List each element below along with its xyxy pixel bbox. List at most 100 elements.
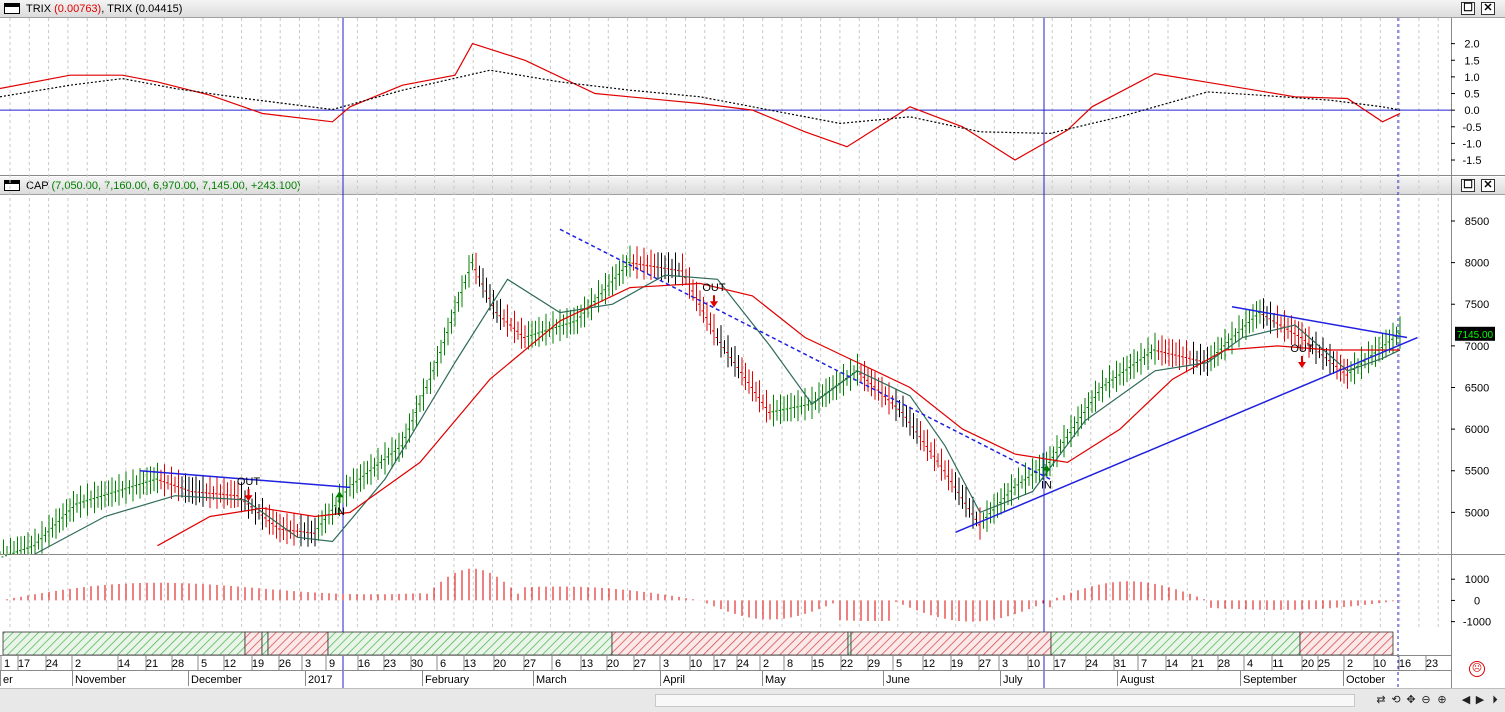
trix-series-line (0, 69, 1401, 135)
date-tick-label: 23 (1426, 658, 1438, 670)
date-tick-label: 19 (252, 658, 264, 670)
price-axis-label: 8500 (1465, 216, 1489, 228)
pan-icon[interactable]: ✥ (1406, 694, 1416, 706)
last-price-label: 7145.00 (1457, 330, 1494, 341)
date-tick-label: 13 (581, 658, 593, 670)
date-tick-label: 6 (555, 658, 561, 670)
date-tick-label: 10 (690, 658, 702, 670)
bearish-regime-bar (244, 631, 263, 656)
reset-icon[interactable]: ⟲ (1391, 694, 1401, 706)
date-tick-label: 17 (1054, 658, 1066, 670)
scroll-left-icon[interactable]: ◀ (1461, 694, 1471, 706)
date-tick-label: 4 (1247, 658, 1253, 670)
date-tick-label: 11 (1272, 658, 1283, 670)
date-tick-label: 2 (1347, 658, 1353, 670)
trix-plot-area (0, 18, 1451, 175)
trix-pane-title: TRIX (0.00763), TRIX (0.04415) (26, 3, 183, 15)
cap-pane-title: CAP (7,050.00, 7,160.00, 6,970.00, 7,145… (26, 180, 301, 192)
date-tick-label: 26 (279, 658, 291, 670)
date-tick-label: 12 (923, 658, 935, 670)
trix-axis-label: 1.0 (1464, 72, 1479, 84)
date-tick-label: 16 (1399, 658, 1411, 670)
date-tick-label: 17 (714, 658, 726, 670)
date-tick-label: 6 (440, 658, 446, 670)
date-tick-label: 8 (787, 658, 793, 670)
date-tick-label: 3 (663, 658, 669, 670)
month-label: July (1003, 674, 1023, 686)
date-tick-label: 2 (763, 658, 769, 670)
trix-axis-label: 0.5 (1464, 89, 1479, 101)
date-tick-label: 3 (1002, 658, 1008, 670)
slow-moving-average-line (157, 282, 1400, 547)
bearish-regime-bar (1299, 631, 1394, 656)
last-price-box (1455, 326, 1495, 341)
sync-icon[interactable]: ⇄ (1376, 694, 1386, 706)
trix-axis-label: 2.0 (1464, 39, 1479, 51)
trix-maximize-button[interactable]: ☐ (1461, 2, 1475, 15)
status-face-icon[interactable]: ☹ (1469, 661, 1485, 677)
trix-axis-label: 0.0 (1464, 105, 1479, 117)
histogram-axis-label: 0 (1474, 595, 1480, 607)
month-label: May (765, 674, 786, 686)
cap-maximize-button[interactable]: ☐ (1461, 179, 1475, 192)
date-tick-label: 27 (524, 658, 536, 670)
sell-signal-label: OUT (702, 282, 726, 294)
sell-arrow-icon (710, 295, 718, 308)
sell-arrow-icon (1298, 356, 1306, 369)
bullish-regime-bar (327, 631, 613, 656)
buy-arrow-icon (1042, 464, 1051, 477)
sell-arrow-icon (244, 489, 253, 502)
trendline (1231, 305, 1408, 339)
date-tick-label: 24 (46, 658, 58, 670)
zoom-in-icon[interactable]: ⊕ (1437, 694, 1447, 706)
price-plot-area (0, 196, 1451, 554)
price-axis-label: 7500 (1465, 299, 1489, 311)
date-tick-label: 12 (224, 658, 236, 670)
price-axis-label: 5500 (1465, 466, 1489, 478)
date-tick-label: 28 (1218, 658, 1230, 670)
date-tick-label: 24 (1086, 658, 1098, 670)
price-axis-label: 7000 (1465, 341, 1489, 353)
cap-close-button[interactable]: ✕ (1481, 179, 1495, 192)
bullish-regime-bar (261, 631, 269, 656)
date-tick-label: 29 (868, 658, 880, 670)
date-tick-label: 31 (1114, 658, 1126, 670)
price-axis-label: 8000 (1465, 258, 1489, 270)
month-label: August (1120, 674, 1154, 686)
bottom-toolbar: ⇄ ⟲ ✥ ⊖ ⊕ ◀ ▶ ⏵ (0, 688, 1505, 712)
month-label: April (663, 674, 685, 686)
scroll-right-icon[interactable]: ▶ (1475, 694, 1485, 706)
month-label: November (75, 674, 126, 686)
bearish-regime-bar (611, 631, 849, 656)
scroll-end-icon[interactable]: ⏵ (1492, 694, 1498, 706)
date-tick-label: 25 (1318, 658, 1330, 670)
date-tick-label: 1 (4, 658, 10, 670)
trix-axis-label: 1.5 (1464, 55, 1479, 67)
sell-signal-label: OUT (1290, 343, 1314, 355)
bullish-regime-bar (1050, 631, 1301, 656)
date-tick-label: 17 (18, 658, 30, 670)
date-tick-label: 10 (1028, 658, 1040, 670)
month-label: er (3, 674, 13, 686)
histogram-plot-area (0, 555, 1451, 630)
bullish-regime-bar (2, 631, 246, 656)
trix-pane-header: TRIX (0.00763), TRIX (0.04415) ☐ ✕ (0, 0, 1505, 18)
chart-canvas[interactable]: 2.0 1.5 1.0 0.5 0.0 -0.5 -1.0 -1.5 8500 8000 7500 7… (0, 0, 1505, 688)
trix-close-button[interactable]: ✕ (1481, 2, 1495, 15)
bullish-regime-bar (847, 631, 852, 656)
date-tick-label: 16 (358, 658, 370, 670)
date-tick-label: 7 (1141, 658, 1147, 670)
price-axis-label: 6500 (1465, 382, 1489, 394)
date-tick-label: 14 (118, 658, 130, 670)
trendline (955, 336, 1418, 534)
date-tick-label: 9 (329, 658, 335, 670)
trendline (559, 228, 1051, 480)
date-tick-label: 27 (979, 658, 991, 670)
bearish-regime-bar (267, 631, 329, 656)
date-tick-label: 14 (1166, 658, 1178, 670)
date-tick-label: 20 (607, 658, 619, 670)
date-tick-label: 21 (1192, 658, 1204, 670)
zoom-out-icon[interactable]: ⊖ (1421, 694, 1431, 706)
horizontal-scrollbar[interactable] (655, 694, 1355, 707)
histogram-axis-label: 1000 (1465, 574, 1489, 586)
